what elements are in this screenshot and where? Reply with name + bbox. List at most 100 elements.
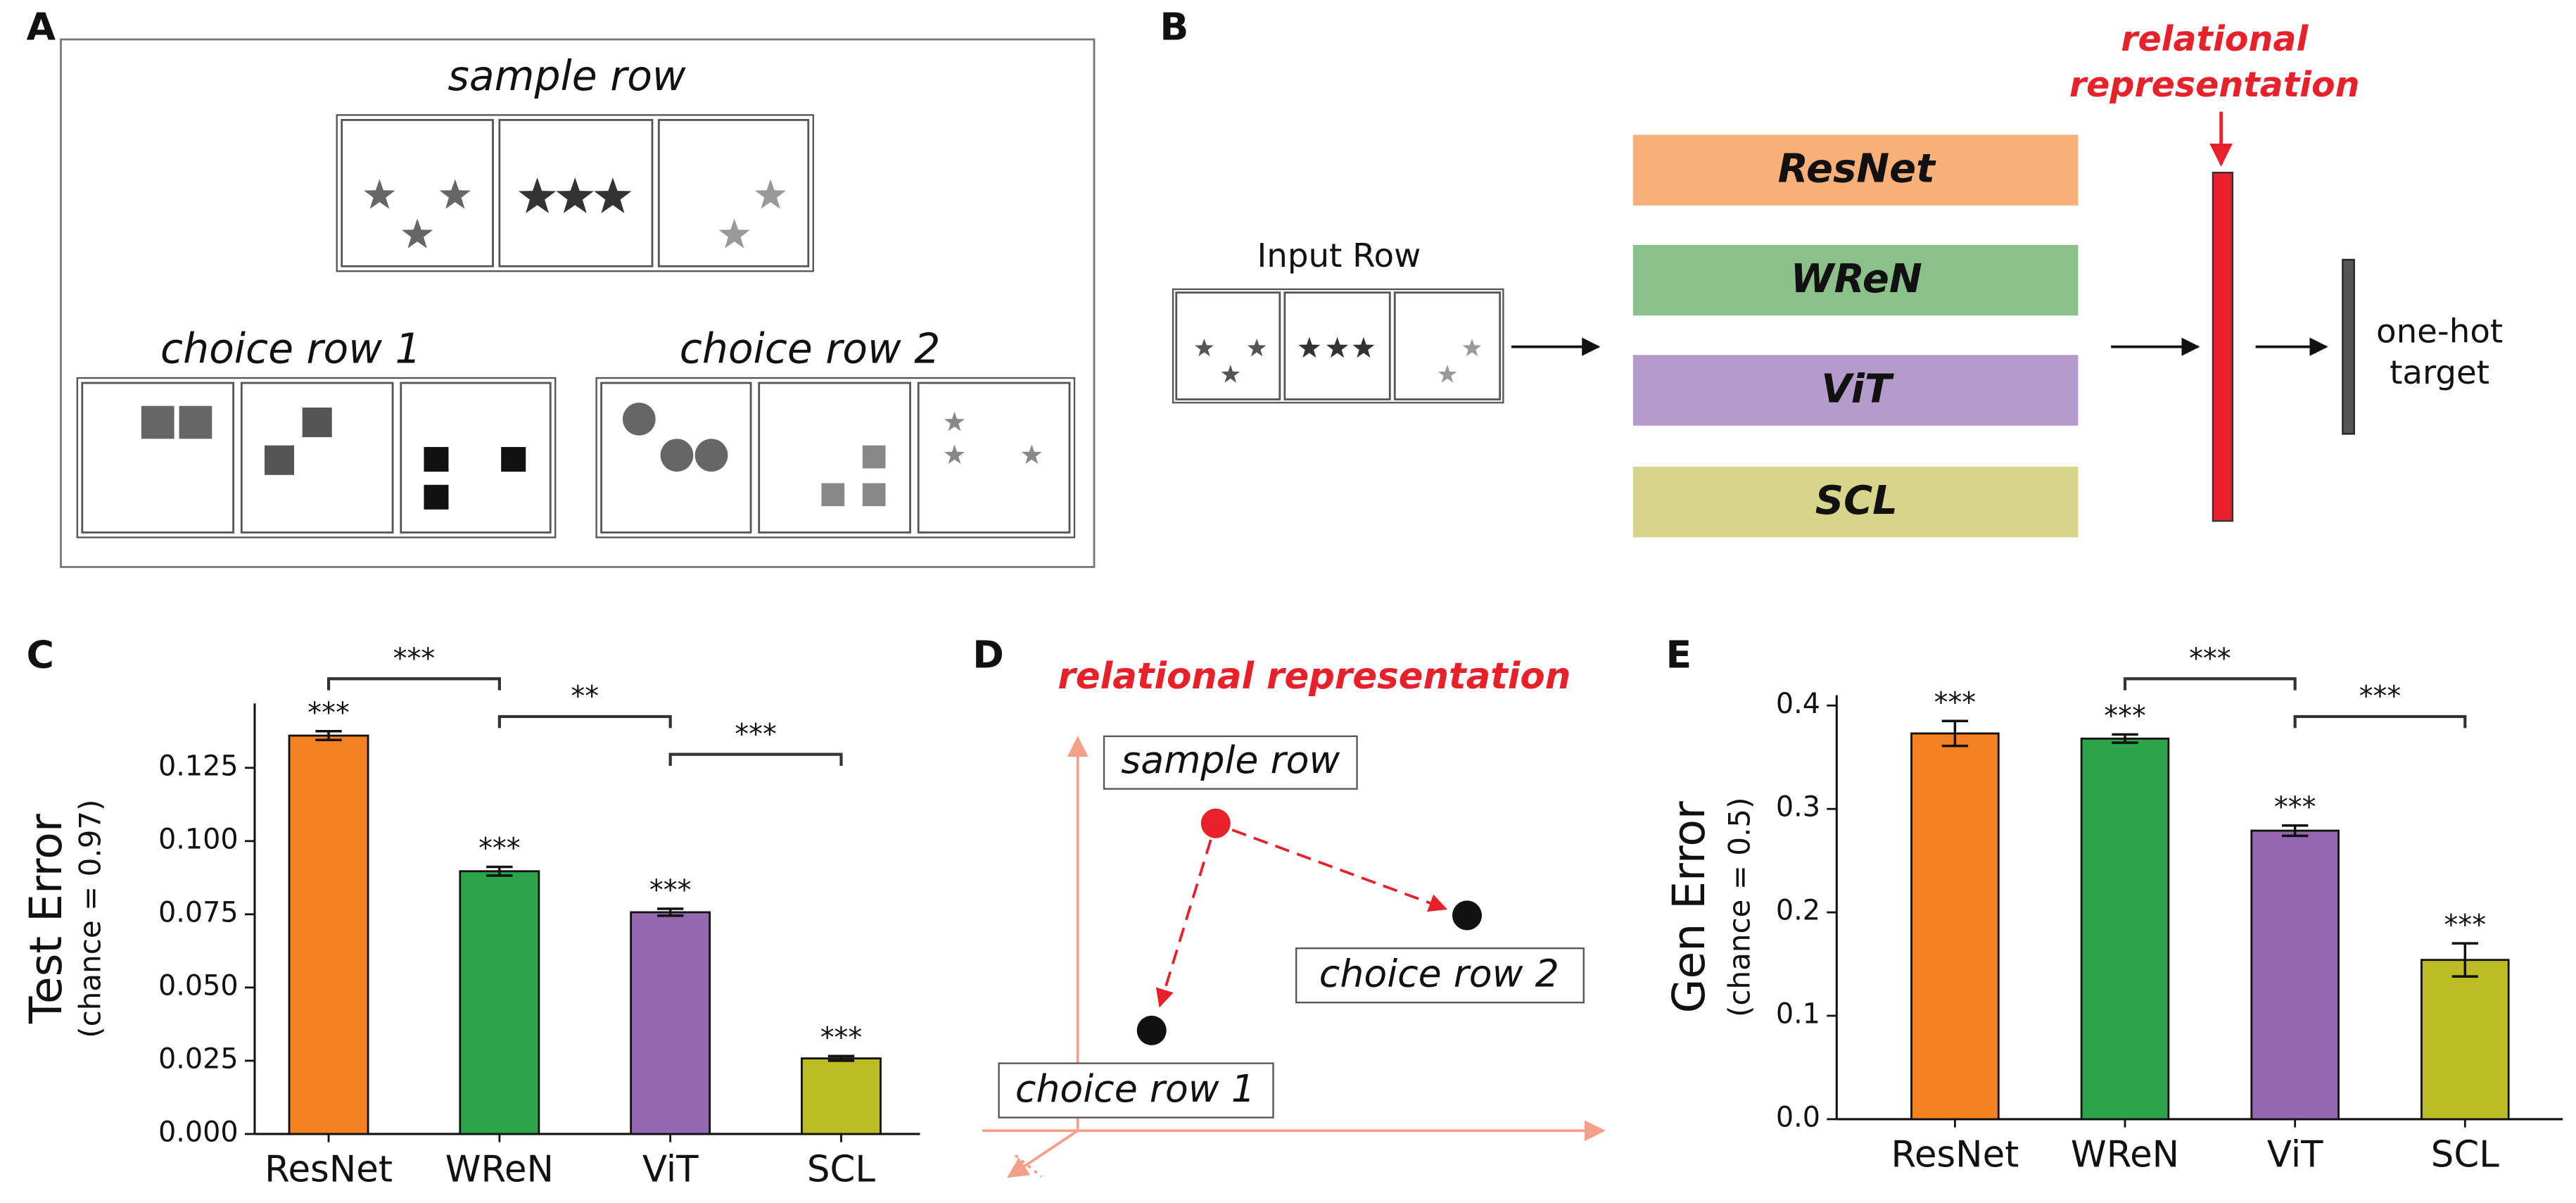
row-frame xyxy=(1172,288,1504,404)
x-tick-label: SCL xyxy=(2431,1134,2499,1176)
bracket-label: ** xyxy=(571,681,599,713)
tile xyxy=(917,382,1071,534)
sample-title: sample row xyxy=(448,52,685,100)
significance: *** xyxy=(2444,909,2487,941)
choice2-title: choice row 2 xyxy=(680,325,941,373)
square xyxy=(424,484,449,510)
target-label: one-hot xyxy=(2376,313,2503,351)
point-label: sample row xyxy=(1121,738,1340,782)
y-tick-label: 0.000 xyxy=(158,1116,239,1148)
panel-label: C xyxy=(26,633,53,677)
axis-hint xyxy=(1014,1154,1043,1178)
significance: *** xyxy=(2104,700,2146,733)
point xyxy=(1452,900,1482,931)
bar xyxy=(630,911,711,1135)
model-box xyxy=(1632,134,2079,206)
panel-label: A xyxy=(26,5,56,49)
y-tick-label: 0.0 xyxy=(1776,1101,1820,1133)
bar xyxy=(1910,732,2000,1121)
y-tick-label: 0.1 xyxy=(1776,998,1820,1031)
label-box xyxy=(1295,947,1585,1004)
model-name: ViT xyxy=(1821,366,1894,412)
bar xyxy=(801,1057,882,1135)
x-tick-label: ViT xyxy=(2267,1134,2323,1176)
axis xyxy=(1007,1129,1079,1178)
row-frame xyxy=(336,114,814,272)
tile xyxy=(81,382,235,534)
bar xyxy=(288,734,369,1135)
tile xyxy=(341,119,494,267)
y-axis-note: (chance = 0.5) xyxy=(1722,797,1756,1017)
bracket-label: *** xyxy=(2189,643,2231,675)
tile xyxy=(240,382,394,534)
significance: *** xyxy=(1934,686,1977,719)
model-box xyxy=(1632,355,2079,426)
model-name: ResNet xyxy=(1778,146,1937,191)
square xyxy=(302,408,332,438)
significance: *** xyxy=(478,833,521,865)
arrow xyxy=(1231,829,1448,912)
annotation: representation xyxy=(2069,64,2360,105)
y-axis-note: (chance = 0.97) xyxy=(72,799,107,1038)
y-tick-label: 0.2 xyxy=(1776,895,1820,927)
bracket xyxy=(2123,677,2297,691)
square xyxy=(501,447,526,472)
circle xyxy=(694,439,728,472)
bracket-label: *** xyxy=(735,718,777,750)
row-frame xyxy=(76,377,557,538)
point xyxy=(1200,808,1231,838)
square xyxy=(821,483,845,507)
x-tick-label: ResNet xyxy=(265,1149,393,1191)
circle xyxy=(622,403,656,436)
bracket xyxy=(497,714,672,729)
y-tick-label: 0.4 xyxy=(1776,688,1820,720)
square xyxy=(141,405,175,439)
label-box xyxy=(998,1062,1274,1119)
x-tick-label: ViT xyxy=(642,1149,699,1191)
significance: *** xyxy=(820,1021,863,1054)
tile xyxy=(758,382,911,534)
representation-bar xyxy=(2212,171,2234,522)
square xyxy=(862,483,886,507)
tile xyxy=(657,119,810,267)
x-tick-label: ResNet xyxy=(1891,1134,2019,1176)
model-name: WReN xyxy=(1791,256,1922,302)
bar xyxy=(2250,829,2340,1121)
panel-label: B xyxy=(1160,5,1188,49)
square xyxy=(862,445,886,469)
bar xyxy=(2080,737,2170,1121)
square xyxy=(424,447,449,472)
target-label: target xyxy=(2390,354,2489,392)
point-label: choice row 1 xyxy=(1015,1066,1255,1111)
model-box xyxy=(1632,467,2079,538)
panel-b: B Input Row ResNet WReN ViT SCL relation… xyxy=(1160,5,2503,538)
y-tick-label: 0.125 xyxy=(158,750,239,782)
label-box xyxy=(1103,735,1358,790)
significance: *** xyxy=(307,697,350,729)
bracket xyxy=(668,752,843,766)
model-box xyxy=(1632,244,2079,316)
y-tick-label: 0.3 xyxy=(1776,791,1820,824)
square xyxy=(264,445,295,475)
y-axis-label: Test Error xyxy=(20,814,72,1024)
bracket-label: *** xyxy=(2359,681,2401,713)
panel-label: D xyxy=(972,633,1004,677)
panel-d: D relational representation sample row c… xyxy=(972,633,1606,1178)
x-tick-label: SCL xyxy=(807,1149,875,1191)
square xyxy=(179,405,212,439)
significance: *** xyxy=(649,874,692,907)
circle xyxy=(660,439,694,472)
point-label: choice row 2 xyxy=(1319,951,1559,995)
panel-a: A sample row choice row 1 choice row 2 xyxy=(26,5,1096,568)
d-title: relational representation xyxy=(1058,655,1571,698)
arrow xyxy=(1155,839,1212,1008)
tile xyxy=(1393,291,1502,401)
bracket-label: *** xyxy=(393,643,436,675)
tile xyxy=(400,382,552,534)
y-axis-label: Gen Error xyxy=(1663,801,1715,1013)
y-tick-label: 0.025 xyxy=(158,1043,239,1075)
bar xyxy=(2420,959,2510,1121)
y-tick-label: 0.050 xyxy=(158,969,239,1002)
panel-label: E xyxy=(1665,633,1692,677)
